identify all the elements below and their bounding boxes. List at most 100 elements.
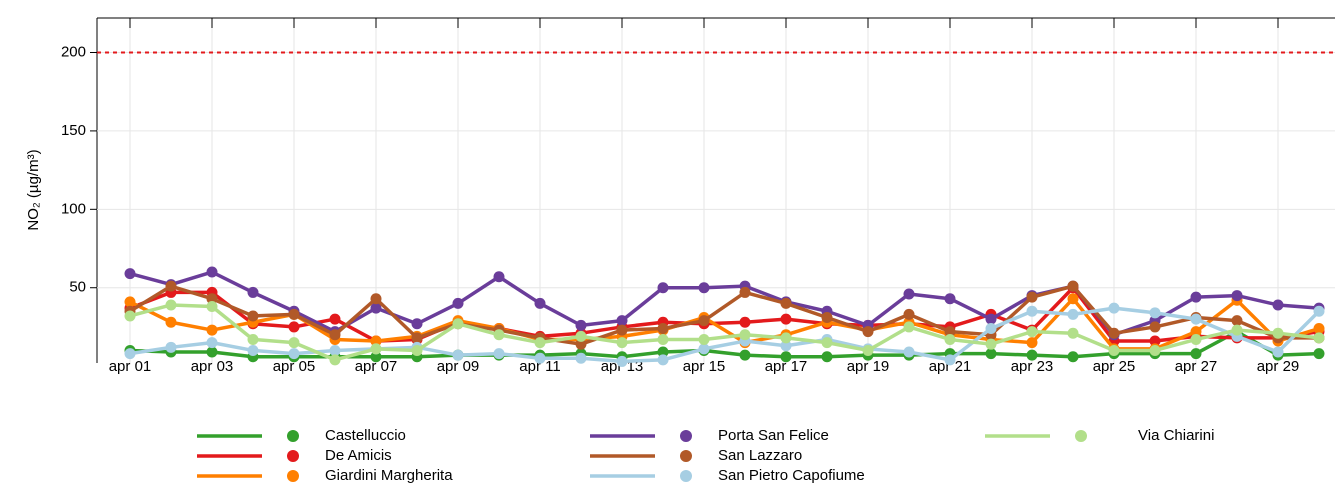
data-point <box>575 338 587 350</box>
data-point <box>329 329 341 341</box>
data-point <box>1108 344 1120 356</box>
legend-label: Porta San Felice <box>718 427 829 444</box>
data-point <box>1108 302 1120 314</box>
data-point <box>698 333 710 345</box>
data-point <box>1313 323 1325 334</box>
data-point <box>247 286 259 298</box>
data-point <box>739 316 751 328</box>
data-point <box>698 343 710 355</box>
x-tick-label: apr 05 <box>273 358 316 375</box>
legend-label: Via Chiarini <box>1138 427 1214 444</box>
data-point <box>903 321 915 333</box>
data-point <box>1190 348 1202 360</box>
data-point <box>821 337 833 349</box>
data-point <box>616 324 628 336</box>
data-point <box>1149 321 1161 333</box>
data-point <box>370 302 382 314</box>
data-point <box>206 293 218 305</box>
data-point <box>1190 333 1202 345</box>
data-point <box>1149 335 1161 347</box>
data-point <box>1026 326 1038 338</box>
data-point <box>657 333 669 345</box>
data-point <box>124 268 136 280</box>
data-point <box>862 326 874 338</box>
data-point <box>288 348 300 360</box>
y-tick-label: 100 <box>61 200 86 217</box>
data-point <box>780 297 792 309</box>
data-point <box>534 297 546 309</box>
legend-marker <box>680 430 692 442</box>
x-tick-label: apr 15 <box>683 358 726 375</box>
data-point <box>1231 324 1243 336</box>
data-point <box>657 323 669 334</box>
x-tick-label: apr 19 <box>847 358 890 375</box>
data-point <box>165 280 177 292</box>
x-tick-label: apr 25 <box>1093 358 1136 375</box>
data-point <box>206 324 218 336</box>
data-point <box>698 315 710 327</box>
data-point <box>493 329 505 341</box>
data-point <box>739 329 751 341</box>
data-point <box>985 323 997 334</box>
legend-marker <box>287 450 299 462</box>
data-point <box>370 343 382 355</box>
data-point <box>452 349 464 361</box>
data-point <box>534 337 546 349</box>
data-point <box>411 344 423 356</box>
data-point <box>698 282 710 294</box>
data-point <box>1231 290 1243 302</box>
data-point <box>329 313 341 325</box>
data-point <box>534 352 546 364</box>
data-point <box>1272 299 1284 311</box>
data-point <box>206 346 218 358</box>
data-point <box>575 330 587 342</box>
x-tick-label: apr 27 <box>1175 358 1218 375</box>
x-tick-label: apr 03 <box>191 358 234 375</box>
data-point <box>206 337 218 349</box>
x-tick-label: apr 11 <box>519 358 560 375</box>
data-point <box>1149 344 1161 356</box>
data-point <box>1313 305 1325 317</box>
data-point <box>1026 337 1038 349</box>
data-point <box>780 313 792 325</box>
x-tick-label: apr 29 <box>1257 358 1300 375</box>
data-point <box>124 296 136 308</box>
data-point <box>206 301 218 313</box>
data-point <box>657 346 669 358</box>
data-point <box>165 316 177 328</box>
data-point <box>1067 327 1079 339</box>
data-point <box>575 352 587 364</box>
y-axis-label: NO₂ (µg/m³) <box>25 149 42 230</box>
legend-marker <box>287 470 299 482</box>
data-point <box>780 340 792 352</box>
data-point <box>206 266 218 278</box>
data-point <box>288 337 300 349</box>
data-point <box>780 351 792 363</box>
legend-marker <box>680 450 692 462</box>
data-point <box>1190 291 1202 303</box>
data-point <box>985 348 997 360</box>
data-point <box>124 310 136 322</box>
data-point <box>616 355 628 367</box>
y-tick-label: 200 <box>61 43 86 60</box>
series-line <box>129 285 1320 343</box>
data-point <box>780 332 792 344</box>
data-point <box>370 351 382 363</box>
data-point <box>944 326 956 338</box>
data-point <box>247 333 259 345</box>
data-point <box>1067 308 1079 320</box>
x-tick-label: apr 07 <box>355 358 398 375</box>
data-point <box>1026 291 1038 303</box>
data-point <box>1190 313 1202 325</box>
data-point <box>739 286 751 298</box>
data-point <box>288 321 300 333</box>
data-point <box>657 354 669 366</box>
data-point <box>1026 349 1038 361</box>
data-point <box>575 319 587 331</box>
data-point <box>985 313 997 325</box>
data-point <box>493 271 505 283</box>
data-point <box>370 335 382 347</box>
data-point <box>616 337 628 349</box>
data-point <box>165 299 177 311</box>
data-point <box>1149 307 1161 319</box>
